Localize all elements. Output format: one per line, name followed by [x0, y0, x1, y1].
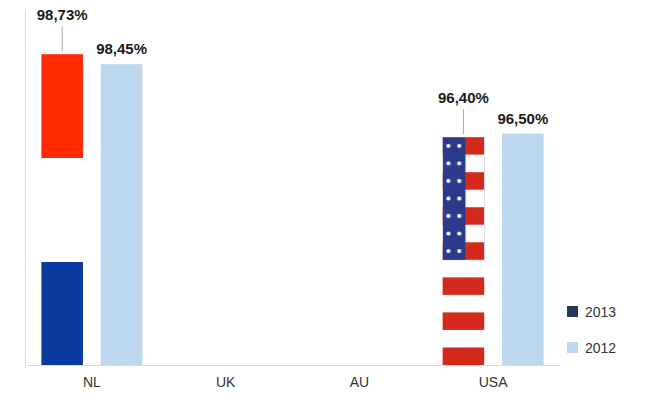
data-labels: 98,73% 96,40% 98,45% 96,50%	[37, 6, 549, 134]
x-tick: AU	[350, 374, 369, 390]
legend-item: 2012	[567, 340, 616, 356]
chart: NLUKAUUSA98,73%96,40%98,45%96,50%2013201…	[0, 0, 647, 413]
data-label: 98,73%	[37, 6, 88, 23]
legend-label: 2013	[585, 304, 616, 320]
bar	[101, 64, 143, 365]
x-tick: UK	[216, 374, 236, 390]
data-label: 96,50%	[497, 110, 548, 127]
leader-line	[463, 109, 464, 134]
x-tick: NL	[83, 374, 101, 390]
x-axis-line	[26, 365, 561, 366]
x-axis: NL UK AU USA	[26, 366, 561, 390]
data-label: 98,45%	[96, 40, 147, 57]
legend-swatch	[567, 342, 578, 353]
data-label: 96,40%	[438, 89, 489, 106]
x-tick: USA	[479, 374, 508, 390]
x-tick-label: USA	[479, 374, 508, 390]
x-tick-label: AU	[350, 374, 369, 390]
y-axis-line	[25, 10, 26, 366]
legend-item: 2013	[567, 304, 616, 320]
leader-line	[62, 26, 63, 51]
bar	[41, 54, 83, 365]
bars	[41, 54, 543, 365]
y-axis	[25, 10, 26, 366]
legend-label: 2012	[585, 340, 616, 356]
bar	[443, 137, 485, 365]
x-tick-label: NL	[83, 374, 101, 390]
x-tick-label: UK	[216, 374, 236, 390]
legend: 2013 2012	[567, 304, 616, 356]
legend-swatch	[567, 306, 578, 317]
bar	[502, 134, 544, 365]
